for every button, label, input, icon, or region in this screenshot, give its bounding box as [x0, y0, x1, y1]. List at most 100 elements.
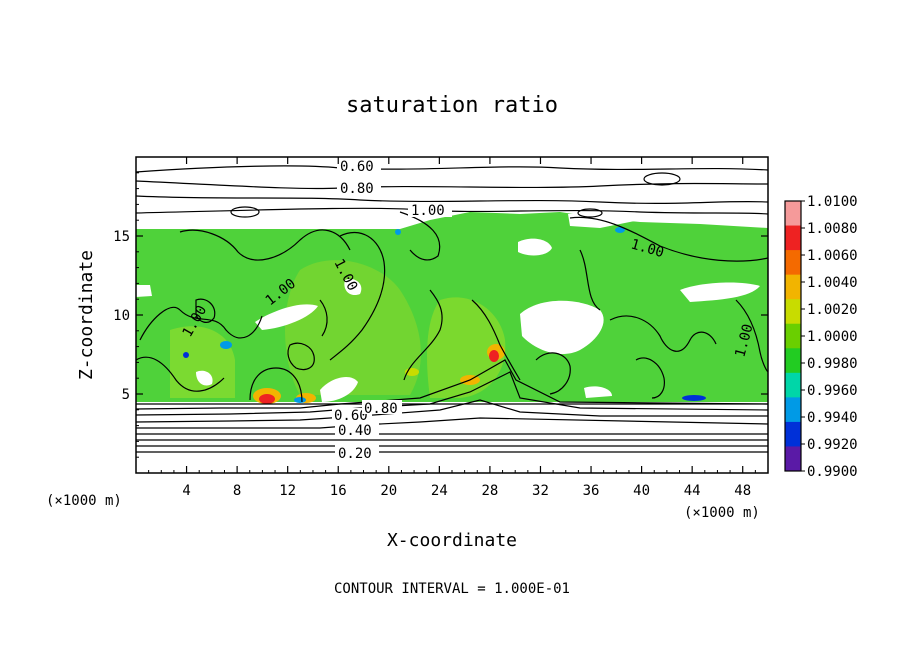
- contour-line: [287, 342, 315, 371]
- x-tick-label: 44: [684, 483, 701, 499]
- x-tick-label: 28: [481, 483, 498, 499]
- x-tick-label: 36: [583, 483, 600, 499]
- contour-line: [329, 231, 386, 361]
- subsaturated-speck: [395, 229, 401, 235]
- contour-line: [136, 359, 768, 410]
- x-tick-label: 24: [431, 483, 448, 499]
- x-tick-label: 48: [734, 483, 751, 499]
- contour-line: [136, 195, 768, 204]
- x-axis: 4 8 12 16 20 24 28 32 36 40 44 48: [148, 157, 756, 499]
- colorbar-label: 1.0100: [807, 194, 858, 210]
- subsaturated-speck: [294, 397, 306, 403]
- subsaturated-hole: [255, 304, 318, 330]
- colorbar-label: 0.9900: [807, 464, 858, 480]
- contour-line: [609, 315, 717, 352]
- near-saturated-patch: [285, 260, 421, 395]
- subsaturated-hole: [136, 285, 152, 297]
- contour-line: [179, 229, 351, 261]
- x-tick-label: 16: [330, 483, 347, 499]
- contour-line: [403, 289, 443, 381]
- supersaturated-spot: [259, 394, 275, 404]
- contour-labels: 0.60 0.80 1.00 1.00 1.00 1.00 1.00 1.00 …: [180, 158, 757, 462]
- contour-label-halo: [408, 202, 452, 217]
- colorbar-label: 1.0020: [807, 302, 858, 318]
- colorbar-segment: [785, 299, 801, 325]
- colorbar-label: 1.0000: [807, 329, 858, 345]
- x-axis-title: X-coordinate: [387, 530, 517, 551]
- contour-label-halo: [335, 445, 379, 460]
- contour-line: [535, 352, 571, 395]
- contour-line: [577, 208, 603, 218]
- subsaturated-speck: [615, 227, 625, 233]
- colorbar-segment: [785, 225, 801, 251]
- colorbar-label: 1.0060: [807, 248, 858, 264]
- near-saturated-patch: [170, 326, 235, 398]
- contour-label: 0.60: [340, 159, 374, 175]
- contour-line: [643, 172, 681, 186]
- x-tick-label: 32: [532, 483, 549, 499]
- cloud-field: [136, 212, 768, 404]
- subsaturated-hole: [344, 278, 362, 296]
- contour-label-halo: [335, 422, 379, 437]
- colorbar-label: 0.9980: [807, 356, 858, 372]
- colorbar-label: 1.0080: [807, 221, 858, 237]
- contour-line: [635, 357, 665, 399]
- contour-label: 0.80: [340, 181, 374, 197]
- contour-line: [399, 211, 441, 261]
- contour-line: [136, 165, 768, 173]
- x-axis-unit-right: (×1000 m): [684, 505, 760, 521]
- colorbar-segment: [785, 201, 801, 227]
- contour-line: [136, 207, 768, 215]
- colorbar-segment: [785, 250, 801, 276]
- subsaturated-hole: [196, 370, 213, 386]
- colorbar-label: 0.9960: [807, 383, 858, 399]
- contour-label: 0.80: [364, 401, 398, 417]
- contour-label: 0.40: [338, 423, 372, 439]
- chart-title: saturation ratio: [346, 93, 558, 118]
- x-tick-label: 8: [233, 483, 241, 499]
- colorbar-labels: 1.0100 1.0080 1.0060 1.0040 1.0020 1.0000 0.99…: [801, 194, 858, 480]
- subsaturated-hole: [680, 282, 760, 302]
- contour-label: 1.00: [411, 203, 445, 219]
- y-tick-label: 10: [113, 308, 130, 324]
- x-axis-unit-left: (×1000 m): [46, 493, 122, 509]
- subsaturated-hole: [520, 300, 604, 355]
- colorbar-label: 0.9920: [807, 437, 858, 453]
- contour-label-halo: [362, 400, 402, 414]
- colorbar-segment: [785, 446, 801, 472]
- colorbar-segment: [785, 323, 801, 349]
- contour-line: [195, 298, 216, 323]
- colorbar: [784, 200, 802, 472]
- subsaturated-hole: [584, 386, 612, 398]
- contour-label-halo: [337, 158, 381, 173]
- contour-line: [569, 216, 768, 262]
- colorbar-segment: [785, 397, 801, 423]
- contour-line: [249, 367, 303, 403]
- x-tick-label: 4: [182, 483, 190, 499]
- supersaturated-spot: [489, 350, 499, 362]
- subsaturated-speck: [183, 352, 189, 358]
- contour-label: 0.60: [334, 408, 368, 424]
- contour-line: [139, 306, 263, 341]
- contour-line: [319, 299, 328, 337]
- colorbar-segment: [785, 348, 801, 374]
- contour-line: [136, 356, 225, 392]
- y-axis-title: Z-coordinate: [76, 250, 97, 380]
- subsaturated-speck: [220, 341, 232, 349]
- contour-line: [471, 299, 521, 381]
- subsaturated-hole: [568, 212, 640, 228]
- plot-area: 0.60 0.80 1.00 1.00 1.00 1.00 1.00 1.00 …: [136, 157, 768, 473]
- x-tick-label: 12: [279, 483, 296, 499]
- colorbar-segment: [785, 372, 801, 398]
- y-tick-label: 15: [113, 229, 130, 245]
- contour-lines: [136, 165, 768, 453]
- contour-line: [230, 206, 260, 218]
- contour-line: [735, 299, 768, 373]
- contour-interval-note: CONTOUR INTERVAL = 1.000E-01: [334, 581, 570, 597]
- colorbar-segment: [785, 274, 801, 300]
- contour-label-halo: [337, 180, 381, 195]
- subsaturated-hole: [518, 238, 552, 256]
- contour-line: [136, 180, 768, 190]
- contour-line: [136, 417, 768, 429]
